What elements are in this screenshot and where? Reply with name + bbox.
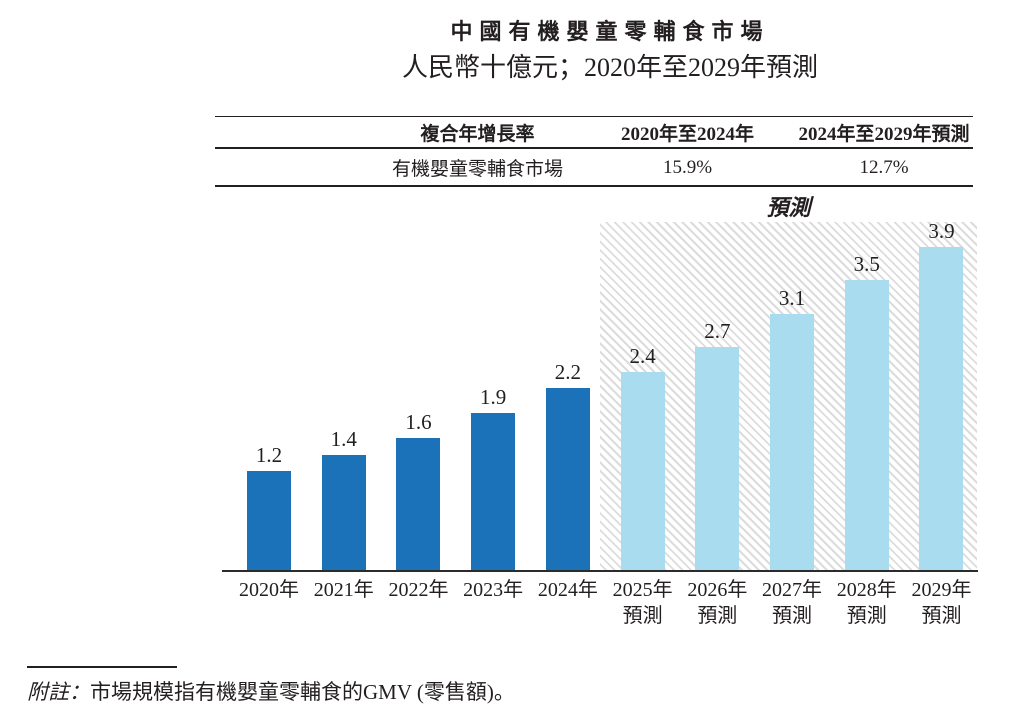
value-label-2020年: 1.2 [255, 443, 283, 467]
x-axis-label-2021年: 2021年 [313, 579, 374, 601]
value-label-2026年預測: 2.7 [704, 319, 731, 343]
value-label-2029年預測: 3.9 [928, 219, 955, 243]
x-axis-label-2022年: 2022年 [388, 579, 449, 601]
cagr-value-2020-2024: 15.9% [662, 156, 713, 178]
value-label-2022年: 1.6 [405, 410, 432, 434]
cagr-table-data-row: 有機嬰童零輔食市場 15.9% 12.7% [215, 149, 973, 187]
x-axis-label-2028年預測: 2028年 預測 [836, 579, 897, 627]
x-axis-line [222, 570, 978, 572]
cagr-header-metric: 複合年增長率 [420, 124, 535, 145]
chart-subtitle: 人民幣十億元；2020年至2029年預測 [401, 53, 818, 82]
x-axis-label-2026年預測: 2026年 預測 [687, 579, 748, 627]
bar-2022年 [396, 438, 441, 571]
value-label-2027年預測: 3.1 [778, 286, 806, 310]
footnote-label: 附註： [27, 680, 90, 704]
cagr-table-header-row: 複合年增長率 2020年至2024年 2024年至2029年預測 [215, 117, 973, 149]
forecast-region-label: 預測 [766, 195, 811, 220]
footnote-text: 市場規模指有機嬰童零輔食的GMV (零售額)。 [90, 680, 515, 704]
value-label-2024年: 2.2 [554, 360, 581, 384]
value-label-2028年預測: 3.5 [853, 252, 880, 276]
x-axis-label-2025年預測: 2025年 預測 [612, 579, 673, 627]
bar-2028年預測 [844, 280, 889, 571]
cagr-value-2024-2029: 12.7% [859, 156, 909, 178]
bar-2021年 [321, 455, 366, 571]
bar-2029年預測 [919, 247, 964, 571]
x-axis-label-2020年: 2020年 [239, 579, 299, 601]
x-axis-label-2023年: 2023年 [463, 579, 524, 601]
value-label-2023年: 1.9 [480, 385, 507, 409]
footnote-divider [27, 666, 177, 668]
chart-title: 中國有機嬰童零輔食市場 [450, 19, 770, 44]
cagr-table: 複合年增長率 2020年至2024年 2024年至2029年預測 有機嬰童零輔食… [215, 116, 973, 187]
x-axis-label-2027年預測: 2027年 預測 [762, 579, 823, 627]
cagr-row-label: 有機嬰童零輔食市場 [391, 159, 563, 180]
value-label-2021年: 1.4 [330, 427, 357, 451]
bar-2027年預測 [770, 314, 815, 571]
x-axis-label-2024年: 2024年 [537, 579, 598, 601]
bar-2025年預測 [620, 372, 665, 571]
bar-2026年預測 [695, 347, 740, 571]
bar-2023年 [471, 413, 516, 571]
bar-2020年 [247, 471, 291, 571]
cagr-header-2024-2029: 2024年至2029年預測 [798, 124, 970, 145]
value-label-2025年預測: 2.4 [629, 344, 656, 368]
bar-2024年 [545, 388, 590, 571]
footnote: 附註：市場規模指有機嬰童零輔食的GMV (零售額)。 [27, 676, 927, 706]
x-axis-label-2029年預測: 2029年 預測 [911, 579, 972, 627]
cagr-header-2020-2024: 2020年至2024年 [620, 124, 754, 145]
